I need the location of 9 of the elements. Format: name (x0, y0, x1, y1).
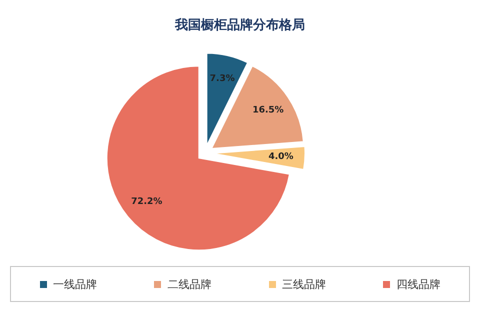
legend-label: 一线品牌 (52, 276, 97, 292)
data-label: 16.5% (252, 105, 284, 116)
legend-label: 四线品牌 (395, 276, 440, 292)
data-label: 72.2% (131, 196, 162, 207)
legend-label: 二线品牌 (166, 276, 212, 292)
data-label: 7.3% (210, 74, 235, 84)
legend-label: 三线品牌 (280, 276, 326, 292)
data-label: 4.0% (268, 152, 294, 162)
chart-title: 我国橱柜品牌分布格局 (174, 17, 306, 34)
